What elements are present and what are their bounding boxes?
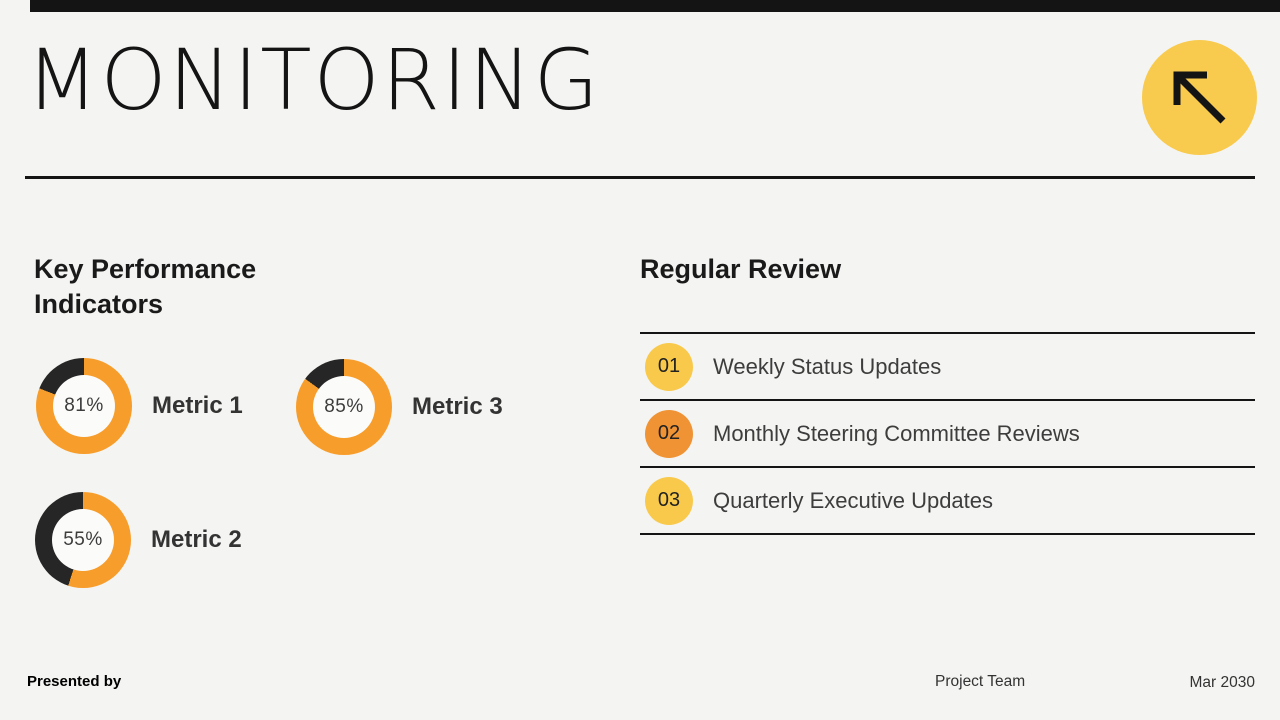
review-item-text: Quarterly Executive Updates	[713, 487, 994, 513]
top-accent-bar	[30, 0, 1280, 12]
number-badge-02: 02	[645, 409, 693, 458]
review-row-1: 01 Weekly Status Updates	[640, 332, 1255, 399]
metric-label: Metric 2	[151, 526, 242, 553]
metric-item-2: 55% Metric 2	[35, 492, 242, 588]
review-item-text: Monthly Steering Committee Reviews	[713, 420, 1080, 446]
donut-chart-metric-3: 85%	[296, 359, 392, 455]
footer-presented-by: Presented by	[27, 673, 122, 690]
metric-item-1: 81% Metric 1	[36, 358, 243, 454]
page-title: MONITORING	[26, 31, 601, 129]
donut-value-label: 81%	[64, 395, 104, 416]
footer-team: Project Team	[935, 673, 1026, 690]
donut-value-label: 55%	[63, 529, 103, 550]
metric-item-3: 85% Metric 3	[296, 359, 503, 455]
review-item-text: Weekly Status Updates	[713, 353, 942, 379]
metric-label: Metric 1	[152, 392, 243, 419]
arrow-button[interactable]	[1142, 40, 1257, 155]
donut-hole: 81%	[53, 375, 115, 437]
donut-chart-metric-2: 55%	[35, 492, 131, 588]
number-badge-01: 01	[645, 342, 693, 391]
kpi-section-heading: Key Performance Indicators	[34, 254, 257, 320]
donut-chart-metric-1: 81%	[36, 358, 132, 454]
review-list: 01 Weekly Status Updates 02 Monthly Stee…	[640, 332, 1255, 535]
donut-hole: 55%	[52, 509, 114, 571]
donut-value-label: 85%	[324, 396, 364, 417]
review-row-3: 03 Quarterly Executive Updates	[640, 466, 1255, 533]
arrow-up-left-icon	[1165, 63, 1235, 133]
review-section-heading: Regular Review	[640, 254, 842, 284]
metric-label: Metric 3	[412, 393, 503, 420]
footer-date: Mar 2030	[1189, 674, 1255, 691]
review-row-2: 02 Monthly Steering Committee Reviews	[640, 399, 1255, 466]
number-badge-03: 03	[645, 476, 693, 525]
title-divider	[25, 176, 1255, 179]
donut-hole: 85%	[313, 376, 375, 438]
